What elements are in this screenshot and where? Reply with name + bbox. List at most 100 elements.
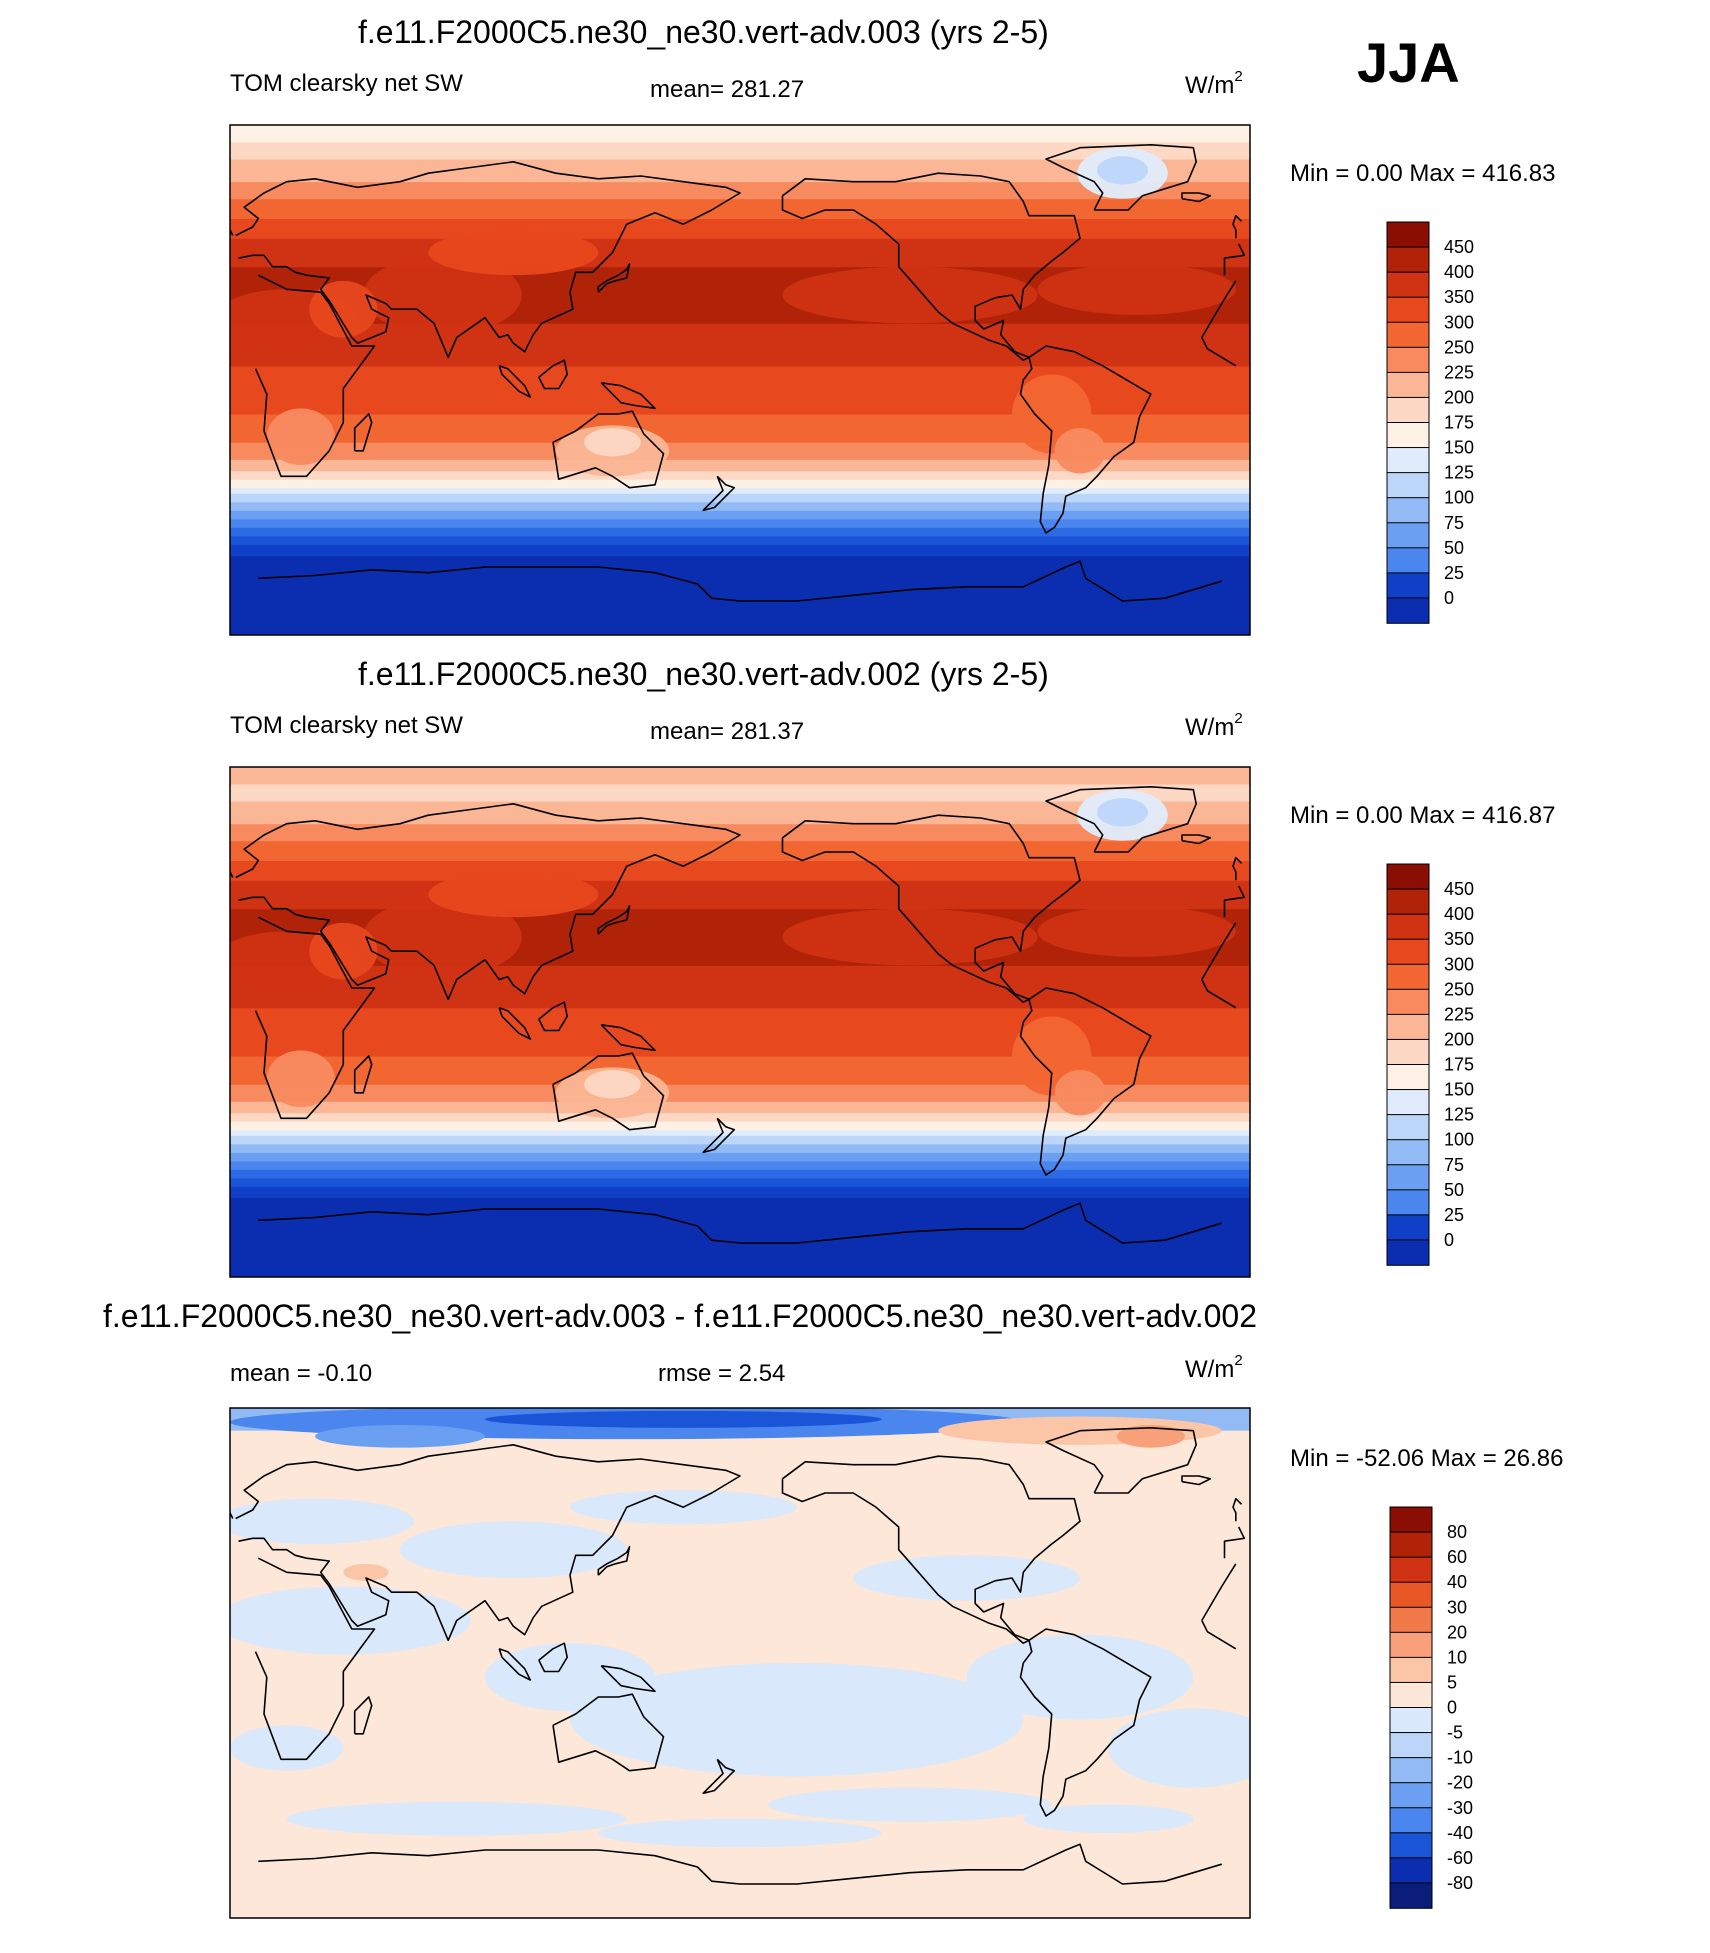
heatmap-patch xyxy=(1037,263,1236,315)
coastline xyxy=(702,475,736,512)
coastline xyxy=(702,1117,736,1154)
colorbar-box xyxy=(1386,1164,1430,1191)
coastline xyxy=(1019,1628,1152,1817)
colorbar-tick-label: 400 xyxy=(1444,262,1474,282)
coastline xyxy=(1181,834,1212,845)
heatmap-band xyxy=(230,544,1250,557)
colorbar-tick-label: 20 xyxy=(1447,1622,1467,1642)
colorbar-box xyxy=(1386,246,1430,273)
heatmap-band xyxy=(230,238,1250,268)
heatmap-band xyxy=(230,1121,1250,1131)
colorbar-tick-label: 50 xyxy=(1444,1180,1464,1200)
coastline xyxy=(538,359,568,390)
heatmap-patch xyxy=(428,871,599,918)
heatmap-field xyxy=(230,1408,1250,1918)
colorbar-box xyxy=(1389,1556,1433,1583)
colorbar-box xyxy=(1386,522,1430,549)
coastline xyxy=(597,1546,631,1576)
colorbar-tick-label: 0 xyxy=(1444,588,1454,608)
colorbar-box xyxy=(1386,271,1430,298)
coastline xyxy=(353,413,373,452)
heatmap-band xyxy=(230,1129,1250,1136)
colorbar-box xyxy=(1386,863,1430,890)
heatmap-band xyxy=(230,784,1250,802)
heatmap-patch xyxy=(782,908,1038,966)
coastline xyxy=(254,274,1237,478)
coastline xyxy=(498,1007,532,1040)
heatmap-patch xyxy=(309,922,378,980)
coastline xyxy=(254,916,1237,1120)
colorbar-tick-label: -80 xyxy=(1447,1873,1473,1893)
coastline xyxy=(538,1001,568,1032)
colorbar-tick-label: 50 xyxy=(1444,538,1464,558)
colorbar-tick-label: 450 xyxy=(1444,237,1474,257)
panel2-map xyxy=(229,766,1251,1278)
heatmap-band xyxy=(230,181,1250,200)
heatmap-band xyxy=(230,510,1250,520)
coastline xyxy=(1019,987,1152,1176)
colorbar-tick-label: 250 xyxy=(1444,979,1474,999)
heatmap-patch xyxy=(343,1563,389,1581)
panel2-mean: mean= 281.37 xyxy=(650,718,805,745)
heatmap-band xyxy=(230,880,1250,910)
colorbar-box xyxy=(1389,1782,1433,1809)
colorbar-box xyxy=(1386,1089,1430,1116)
heatmap-band xyxy=(230,125,1250,143)
colorbar-tick-label: 150 xyxy=(1444,438,1474,458)
colorbar-box xyxy=(1389,1857,1433,1884)
heatmap-field xyxy=(230,125,1250,635)
heatmap-band xyxy=(230,142,1250,160)
colorbar-box xyxy=(1386,221,1430,248)
heatmap-patch xyxy=(485,1643,655,1712)
colorbar-tick-label: 40 xyxy=(1447,1572,1467,1592)
heatmap-band xyxy=(230,1101,1250,1114)
colorbar-tick-label: -30 xyxy=(1447,1798,1473,1818)
heatmap-band xyxy=(230,501,1250,511)
colorbar-tick-label: 5 xyxy=(1447,1672,1457,1692)
colorbar-box xyxy=(1386,296,1430,324)
colorbar-box xyxy=(1389,1531,1433,1558)
colorbar-tick-label: 100 xyxy=(1444,488,1474,508)
colorbar-box xyxy=(1386,1214,1430,1241)
colorbar-box xyxy=(1386,346,1430,374)
colorbar-box xyxy=(1386,963,1430,991)
heatmap-patch xyxy=(286,1801,627,1836)
colorbar-box xyxy=(1389,1606,1433,1634)
heatmap-band xyxy=(230,860,1250,881)
heatmap-band xyxy=(230,1160,1250,1170)
colorbar-tick-label: -20 xyxy=(1447,1773,1473,1793)
heatmap-band xyxy=(230,1177,1250,1187)
colorbar-box xyxy=(1386,913,1430,940)
heatmap-band xyxy=(230,493,1250,503)
colorbar-tick-label: -10 xyxy=(1447,1748,1473,1768)
heatmap-band xyxy=(230,323,1250,367)
heatmap-band xyxy=(230,1186,1250,1199)
colorbar-tick-label: 0 xyxy=(1447,1698,1457,1718)
panel1-variable: TOM clearsky net SW xyxy=(230,70,463,97)
colorbar-tick-label: 100 xyxy=(1444,1130,1474,1150)
heatmap-patch xyxy=(230,1498,415,1544)
colorbar-box xyxy=(1386,321,1430,349)
heatmap-patch xyxy=(1116,1425,1185,1448)
colorbar-box xyxy=(1386,396,1430,424)
coastline xyxy=(597,263,631,293)
colorbar-box xyxy=(1389,1832,1433,1859)
heatmap-band xyxy=(230,479,1250,489)
coastline xyxy=(702,1758,736,1795)
heatmap-patch xyxy=(966,1634,1194,1720)
heatmap-band xyxy=(230,442,1250,460)
coastline xyxy=(235,803,1246,1001)
coastline xyxy=(1181,192,1212,203)
colorbar-tick-label: 60 xyxy=(1447,1547,1467,1567)
panel3-colorbar: 80 60 40 30 20 10 5 0 -5 -10 -20 -30 -40 -60 -80 xyxy=(1389,1506,1473,1909)
colorbar-box xyxy=(1386,547,1430,574)
panel3-map xyxy=(229,1407,1251,1919)
colorbar-box xyxy=(1389,1681,1433,1709)
colorbar-tick-label: 25 xyxy=(1444,1205,1464,1225)
coastlines xyxy=(230,144,1246,602)
coastline xyxy=(353,1055,373,1094)
colorbar-box xyxy=(1386,1038,1430,1066)
heatmap-patch xyxy=(570,1663,1024,1777)
colorbar-tick-label: 125 xyxy=(1444,1105,1474,1125)
colorbar-tick-label: 125 xyxy=(1444,463,1474,483)
